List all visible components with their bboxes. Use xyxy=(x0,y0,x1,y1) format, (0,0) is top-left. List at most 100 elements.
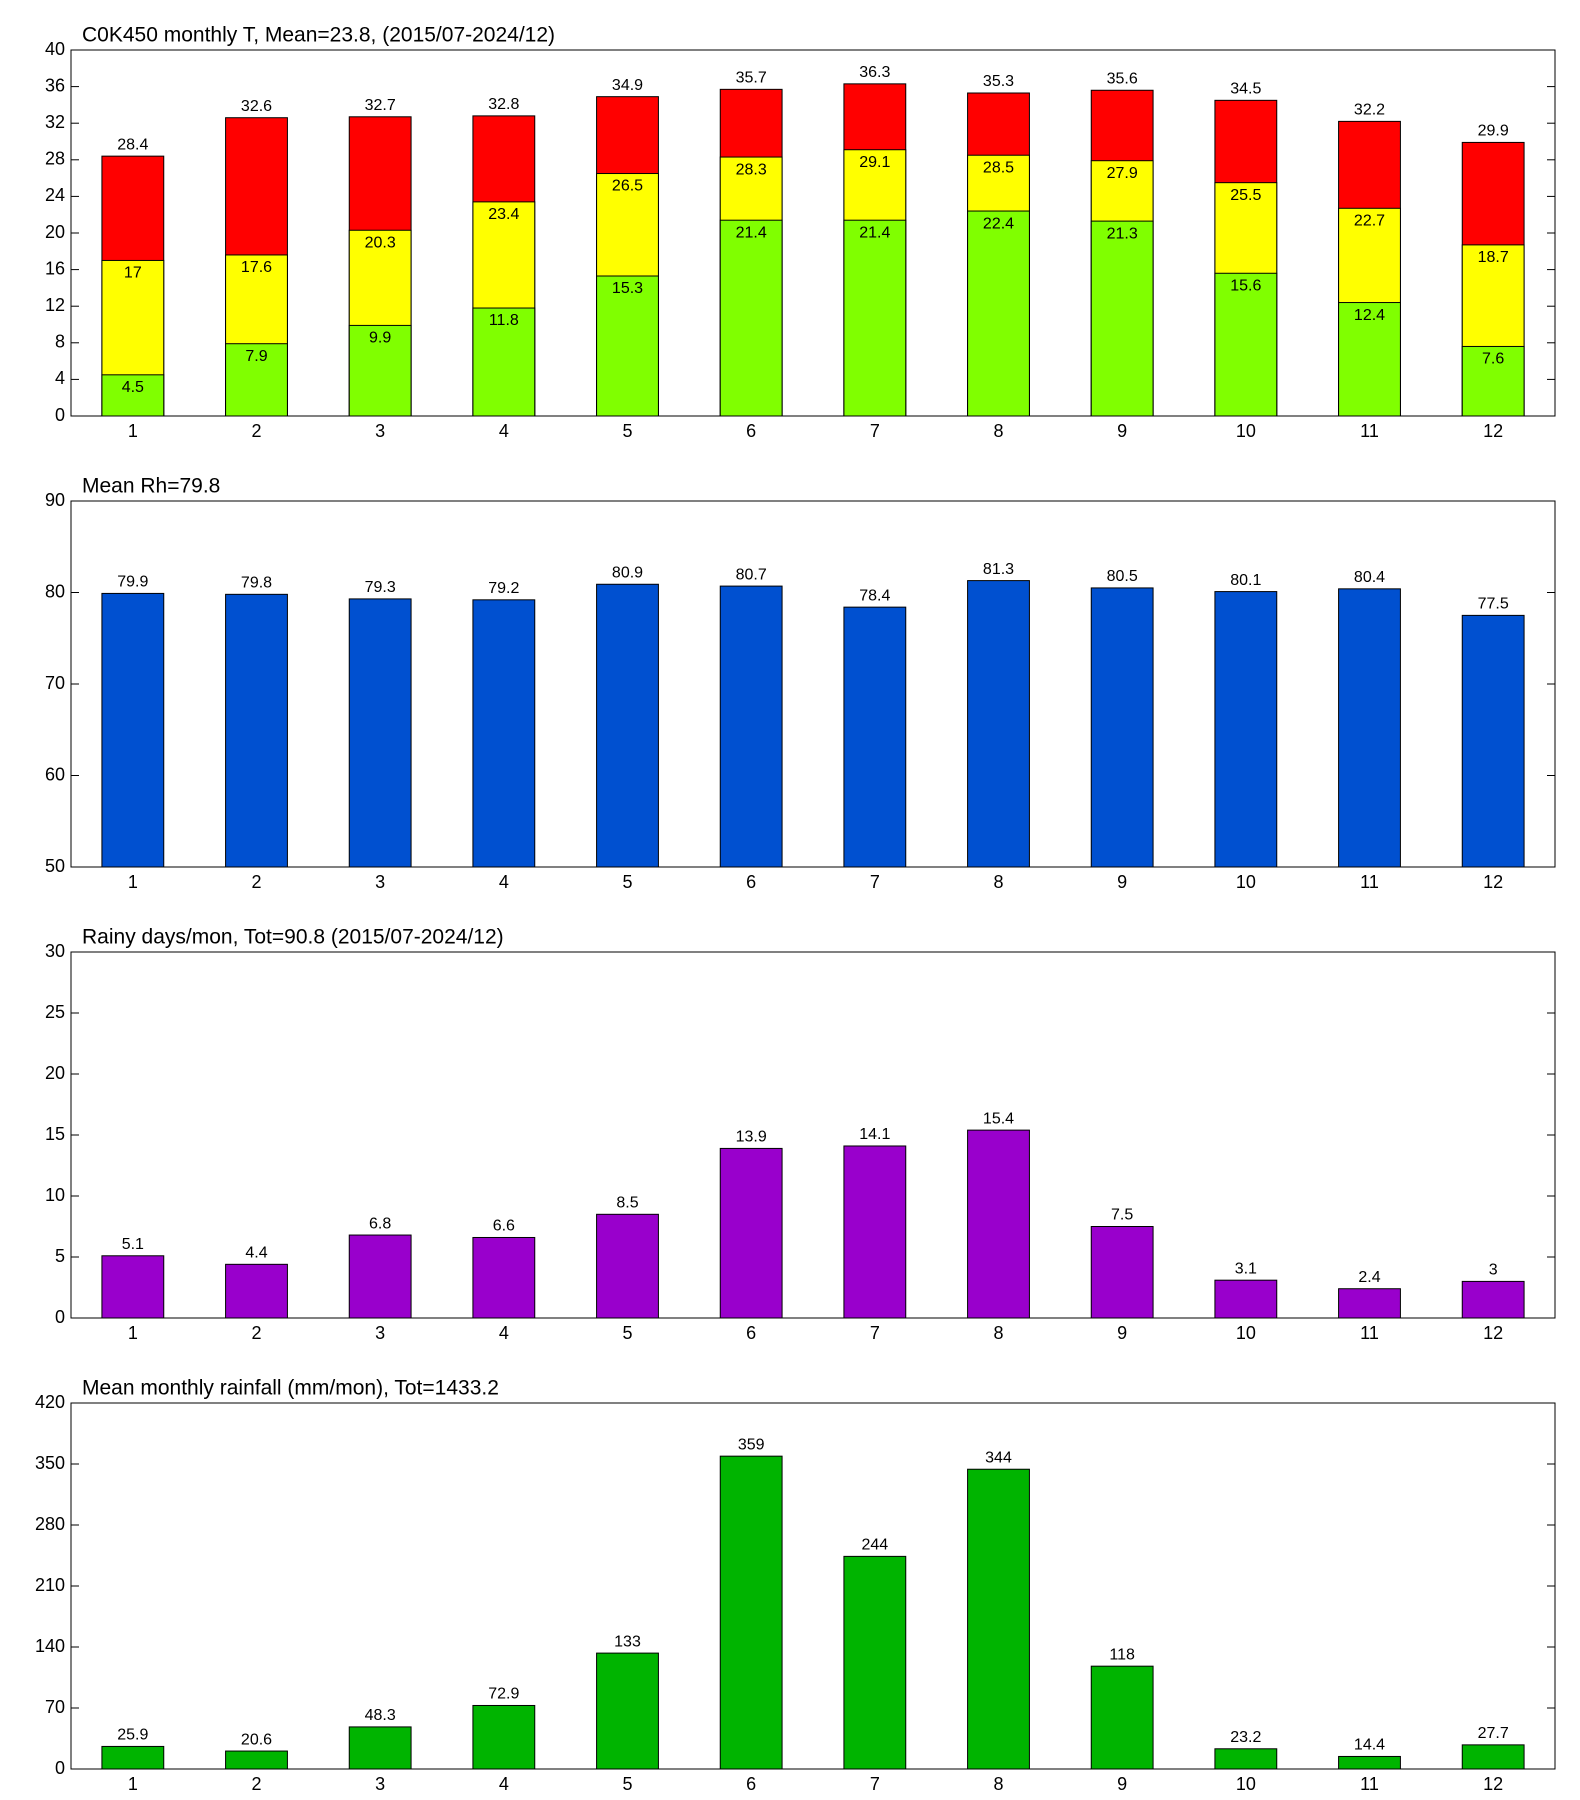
bar xyxy=(225,593,288,868)
x-tick-label: 5 xyxy=(622,1774,632,1794)
value-label: 32.6 xyxy=(241,98,272,115)
bar xyxy=(348,598,412,868)
bar xyxy=(967,580,1030,868)
bar xyxy=(967,1468,1030,1770)
x-tick-label: 1 xyxy=(128,421,138,441)
bar xyxy=(1214,1748,1278,1770)
bar xyxy=(348,324,412,417)
bar xyxy=(1461,614,1525,868)
x-tick-label: 6 xyxy=(746,421,756,441)
x-tick-label: 4 xyxy=(499,1323,509,1343)
value-label: 17.6 xyxy=(241,259,272,276)
y-tick-label: 20 xyxy=(45,222,65,242)
bar xyxy=(719,219,783,417)
x-tick-label: 11 xyxy=(1360,1323,1379,1343)
value-label: 25.9 xyxy=(117,1727,148,1744)
value-label: 80.1 xyxy=(1230,572,1261,589)
chart-title: Mean monthly rainfall (mm/mon), Tot=1433… xyxy=(82,1377,499,1400)
x-tick-label: 7 xyxy=(870,1323,880,1343)
y-tick-label: 25 xyxy=(45,1002,65,1022)
value-label: 36.3 xyxy=(859,64,890,81)
value-label: 244 xyxy=(861,1537,888,1554)
x-tick-label: 12 xyxy=(1483,1774,1503,1794)
x-tick-label: 8 xyxy=(993,1323,1003,1343)
bar xyxy=(596,583,659,868)
value-label: 72.9 xyxy=(488,1686,519,1703)
value-label: 14.1 xyxy=(859,1126,890,1143)
value-label: 32.8 xyxy=(488,96,519,113)
x-tick-label: 4 xyxy=(499,872,509,892)
x-tick-label: 2 xyxy=(251,421,261,441)
x-tick-label: 2 xyxy=(251,1774,261,1794)
value-label: 18.7 xyxy=(1478,249,1509,266)
x-tick-label: 5 xyxy=(622,1323,632,1343)
y-tick-label: 70 xyxy=(45,1697,65,1717)
y-tick-label: 420 xyxy=(35,1392,65,1412)
value-label: 80.9 xyxy=(612,564,643,581)
plot-frame xyxy=(70,951,1556,1319)
x-tick-label: 6 xyxy=(746,872,756,892)
value-label: 79.2 xyxy=(488,580,519,597)
value-label: 17 xyxy=(124,265,142,282)
value-label: 133 xyxy=(614,1633,641,1650)
bar xyxy=(719,585,783,868)
x-tick-label: 12 xyxy=(1483,1323,1503,1343)
value-label: 12.4 xyxy=(1354,307,1385,324)
value-label: 27.9 xyxy=(1107,165,1138,182)
value-label: 35.6 xyxy=(1107,70,1138,87)
bar xyxy=(225,1263,288,1319)
bar xyxy=(1338,1288,1401,1319)
value-label: 35.7 xyxy=(736,70,767,87)
value-label: 77.5 xyxy=(1478,596,1509,613)
value-label: 80.4 xyxy=(1354,569,1385,586)
x-tick-label: 2 xyxy=(251,872,261,892)
y-tick-label: 70 xyxy=(45,673,65,693)
x-tick-label: 5 xyxy=(622,872,632,892)
bar xyxy=(348,1726,412,1770)
y-tick-label: 140 xyxy=(35,1636,65,1656)
y-tick-label: 280 xyxy=(35,1514,65,1534)
x-tick-label: 10 xyxy=(1236,1774,1256,1794)
x-tick-label: 7 xyxy=(870,1774,880,1794)
y-tick-label: 4 xyxy=(55,368,65,388)
x-tick-label: 2 xyxy=(251,1323,261,1343)
value-label: 14.4 xyxy=(1354,1737,1385,1754)
bar xyxy=(719,1455,783,1770)
value-label: 25.5 xyxy=(1230,187,1261,204)
bar xyxy=(1214,272,1278,417)
x-tick-label: 9 xyxy=(1117,1774,1127,1794)
bar xyxy=(1090,1226,1154,1319)
x-tick-label: 10 xyxy=(1236,421,1256,441)
value-label: 9.9 xyxy=(369,330,391,347)
x-tick-label: 1 xyxy=(128,1774,138,1794)
y-tick-label: 0 xyxy=(55,1307,65,1327)
plot-frame xyxy=(70,500,1556,868)
chart-title: C0K450 monthly T, Mean=23.8, (2015/07-20… xyxy=(82,24,555,47)
bar xyxy=(1090,220,1154,417)
value-label: 3 xyxy=(1489,1262,1498,1279)
value-label: 11.8 xyxy=(489,312,519,329)
x-tick-label: 7 xyxy=(870,872,880,892)
y-tick-label: 8 xyxy=(55,332,65,352)
bar xyxy=(101,592,165,868)
bar xyxy=(225,343,288,417)
value-label: 359 xyxy=(738,1436,765,1453)
x-tick-label: 8 xyxy=(993,421,1003,441)
value-label: 5.1 xyxy=(122,1236,144,1253)
bar xyxy=(472,1704,536,1770)
value-label: 23.4 xyxy=(488,206,519,223)
x-tick-label: 4 xyxy=(499,421,509,441)
value-label: 78.4 xyxy=(859,587,890,604)
value-label: 29.9 xyxy=(1478,123,1509,140)
value-label: 79.9 xyxy=(117,574,148,591)
y-tick-label: 12 xyxy=(45,295,65,315)
y-tick-label: 10 xyxy=(45,1185,65,1205)
bar xyxy=(472,599,536,868)
y-tick-label: 40 xyxy=(45,39,65,59)
chart-title: Rainy days/mon, Tot=90.8 (2015/07-2024/1… xyxy=(82,926,504,949)
value-label: 344 xyxy=(985,1449,1012,1466)
value-label: 34.5 xyxy=(1230,81,1261,98)
bar xyxy=(843,1555,907,1770)
bar xyxy=(596,275,659,417)
